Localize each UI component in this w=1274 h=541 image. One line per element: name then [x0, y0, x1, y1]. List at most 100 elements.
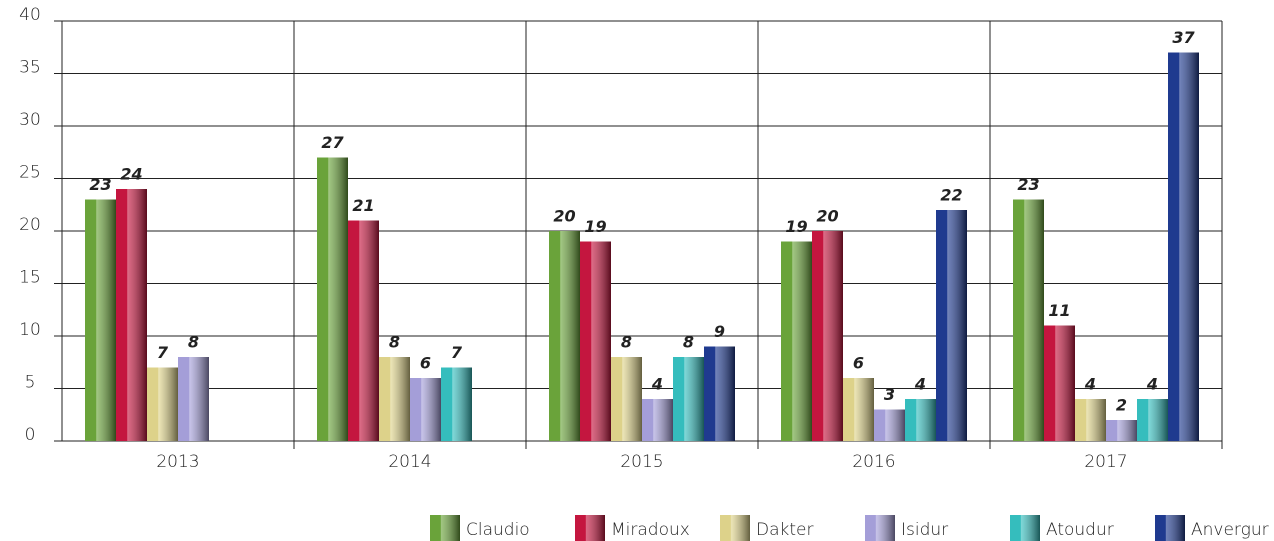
data-label: 4: [914, 375, 926, 394]
y-tick-label: 40: [19, 5, 41, 25]
bar-shade: [116, 189, 147, 441]
bar-shade: [843, 378, 874, 441]
bar-shade: [905, 399, 936, 441]
bar-shade: [178, 357, 209, 441]
x-tick-label: 2014: [388, 452, 431, 472]
bar-shade: [410, 378, 441, 441]
bar-shade: [1075, 399, 1106, 441]
bar-shade: [781, 241, 812, 441]
bar-shade: [549, 231, 580, 441]
data-label: 3: [884, 385, 895, 404]
data-label: 4: [651, 375, 663, 394]
bar-group: [611, 357, 642, 441]
bar-group: [1106, 420, 1137, 441]
bar-group: [812, 231, 843, 441]
legend-swatch: [1010, 515, 1040, 541]
x-tick-label: 2015: [620, 452, 663, 472]
data-label: 8: [188, 333, 199, 352]
y-tick-label: 25: [19, 163, 41, 183]
data-label: 4: [1084, 375, 1096, 394]
bar-group: [116, 189, 147, 441]
bar-shade: [379, 357, 410, 441]
data-label: 27: [321, 133, 344, 152]
bar-group: [85, 199, 116, 441]
data-label: 24: [120, 165, 142, 184]
bar-group: [147, 367, 178, 441]
bar-shade: [147, 367, 178, 441]
legend-label: Miradoux: [611, 520, 690, 540]
bar-group: [580, 241, 611, 441]
y-tick-label: 30: [19, 110, 41, 130]
bar-group: [1075, 399, 1106, 441]
bar-group: [704, 346, 735, 441]
data-label: 8: [683, 333, 694, 352]
data-label: 8: [389, 333, 400, 352]
bar-shade: [642, 399, 673, 441]
data-label: 2: [1116, 396, 1127, 415]
bar-group: [549, 231, 580, 441]
data-label: 23: [1017, 175, 1039, 194]
bar-shade: [936, 210, 967, 441]
bar-shade: [1013, 199, 1044, 441]
bar-shade: [580, 241, 611, 441]
bar-group: [905, 399, 936, 441]
bar-group: [178, 357, 209, 441]
bar-shade: [812, 231, 843, 441]
data-label: 7: [451, 343, 463, 362]
data-label: 4: [1146, 375, 1158, 394]
bar-group: [673, 357, 704, 441]
bar-group: [410, 378, 441, 441]
legend-label: Atoudur: [1046, 520, 1114, 540]
bar-group: [1137, 399, 1168, 441]
y-tick-label: 15: [19, 268, 41, 288]
bar-group: [936, 210, 967, 441]
legend-label: Claudio: [466, 520, 530, 540]
data-label: 11: [1048, 301, 1070, 320]
data-label: 20: [816, 207, 838, 226]
bar-group: [441, 367, 472, 441]
bar-group: [642, 399, 673, 441]
data-label: 20: [553, 207, 575, 226]
x-tick-label: 2017: [1084, 452, 1127, 472]
data-label: 21: [352, 196, 374, 215]
bar-shade: [348, 220, 379, 441]
data-label: 22: [940, 186, 962, 205]
bar-shade: [317, 157, 348, 441]
bar-shade: [1168, 52, 1199, 441]
bar-group: [874, 409, 905, 441]
bar-group: [348, 220, 379, 441]
bar-group: [781, 241, 812, 441]
legend-swatch: [1155, 515, 1185, 541]
data-label: 6: [853, 354, 864, 373]
data-label: 8: [621, 333, 632, 352]
data-label: 9: [714, 322, 725, 341]
legend-swatch: [720, 515, 750, 541]
legend-label: Dakter: [756, 520, 813, 540]
bar-group: [1013, 199, 1044, 441]
data-label: 19: [584, 217, 606, 236]
x-tick-label: 2013: [156, 452, 199, 472]
bar-group: [1168, 52, 1199, 441]
bar-shade: [673, 357, 704, 441]
bar-shade: [874, 409, 905, 441]
y-tick-label: 20: [19, 215, 41, 235]
data-label: 37: [1172, 28, 1195, 47]
bar-shade: [1044, 325, 1075, 441]
y-tick-label: 35: [19, 58, 41, 78]
bar-shade: [441, 367, 472, 441]
bar-group: [379, 357, 410, 441]
data-label: 19: [785, 217, 807, 236]
bar-shade: [704, 346, 735, 441]
legend-swatch: [865, 515, 895, 541]
x-tick-label: 2016: [852, 452, 895, 472]
y-tick-label: 10: [19, 320, 41, 340]
bar-shade: [85, 199, 116, 441]
legend-swatch: [575, 515, 605, 541]
legend-swatch: [430, 515, 460, 541]
y-tick-label: 5: [25, 373, 36, 393]
bar-shade: [1137, 399, 1168, 441]
data-label: 6: [420, 354, 431, 373]
bar-group: [843, 378, 874, 441]
bar-group: [1044, 325, 1075, 441]
